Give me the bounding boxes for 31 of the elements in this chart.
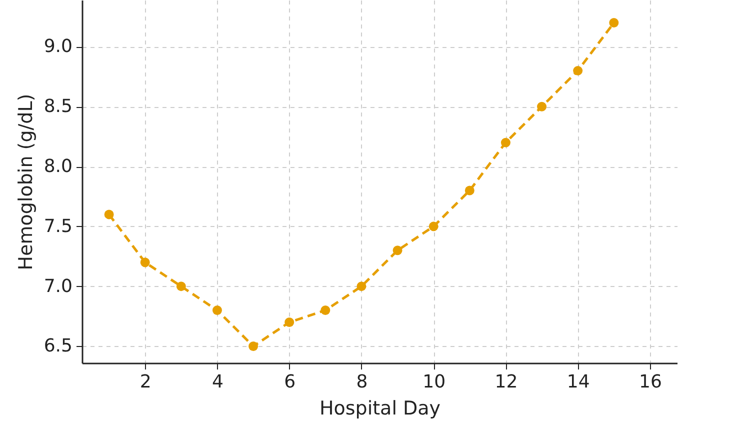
- point: [248, 341, 258, 351]
- point: [284, 318, 294, 327]
- x-tick-label: 6: [284, 372, 296, 392]
- point: [609, 18, 619, 28]
- x-tick-label: 4: [212, 372, 224, 392]
- y-tick-label: 7.0: [44, 276, 72, 297]
- point: [392, 246, 402, 256]
- point: [104, 210, 114, 220]
- point: [140, 258, 150, 268]
- point: [212, 306, 222, 316]
- point: [356, 282, 366, 292]
- x-tick-label: 10: [422, 372, 446, 392]
- y-tick-label: 8.5: [44, 96, 72, 118]
- point: [176, 282, 186, 292]
- y-tick-label: 8.0: [44, 156, 72, 178]
- y-axis-title: Hemoglobin (g/dL): [14, 94, 37, 270]
- point: [428, 222, 438, 232]
- x-tick-label: 14: [566, 372, 590, 392]
- x-tick-label: 12: [494, 372, 518, 392]
- y-tick-label: 6.5: [44, 336, 72, 357]
- x-tick-label: 16: [639, 372, 662, 392]
- point: [537, 102, 547, 112]
- x-tick-label: 2: [140, 372, 152, 392]
- point: [573, 66, 583, 76]
- x-axis-title: Hospital Day: [319, 398, 441, 420]
- y-tick-label: 9.0: [44, 36, 72, 58]
- point: [320, 306, 330, 316]
- point: [500, 138, 510, 148]
- y-tick-label: 7.5: [44, 216, 72, 237]
- point: [464, 186, 474, 196]
- x-tick-label: 8: [356, 372, 368, 392]
